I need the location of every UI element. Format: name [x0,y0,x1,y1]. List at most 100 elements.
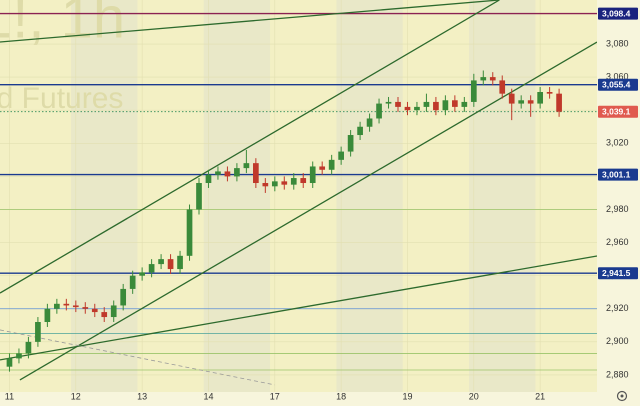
candle-body [508,93,515,104]
price-tag [598,267,638,280]
candle-body [319,166,326,170]
candle-body [442,100,449,111]
candle-body [395,101,401,107]
y-tick-label: 2,920 [606,303,629,313]
candle-body [489,77,496,81]
x-tick-label: 21 [535,391,545,401]
candle-body [35,322,41,342]
candle-body [328,159,335,170]
candle-body [518,100,525,104]
candle-body [224,171,231,177]
y-tick-label: 2,980 [606,204,629,214]
candle-body [262,183,269,187]
candle-body [243,163,250,169]
candle-body [110,305,117,318]
settings-icon[interactable] [616,390,628,402]
x-axis-panel [0,392,597,406]
candle-body [129,275,136,289]
candle-body [480,77,487,81]
price-tag [598,105,638,118]
candle-body [527,100,534,104]
x-tick-label: 19 [402,391,412,401]
candle-body [433,101,439,111]
price-tag-label: 3,098.4 [602,8,631,18]
candle-body [271,181,278,187]
candle-body [234,168,240,177]
candle-body [546,92,553,94]
candle-body [404,106,411,111]
candle-body [300,178,307,184]
candle-body [82,307,89,309]
candle-body [148,264,155,273]
candle-body [461,101,468,107]
candle-body [186,209,193,256]
price-tag [598,168,638,181]
x-tick-label: 13 [137,391,147,401]
x-tick-label: 12 [71,391,81,401]
candle-body [357,126,363,136]
candle-body [499,80,506,94]
candle-body [290,178,297,185]
candle-body [556,93,562,112]
candle-body [253,163,259,184]
candle-body [25,341,32,354]
candle-body [120,288,127,306]
candle-body [101,312,108,318]
candle-body [452,100,458,107]
candle-body [167,259,174,270]
candle-body [6,358,13,367]
x-tick-label: 17 [270,391,280,401]
trend-line [0,329,275,386]
y-tick-label: 3,020 [606,138,629,148]
y-tick-label: 3,080 [606,38,629,48]
price-tag-label: 3,001.1 [602,169,631,179]
watermark: 1!, 1h [0,0,125,50]
price-tag-label: 2,941.5 [602,268,631,278]
candle-body [196,183,202,210]
candle-body [366,118,373,127]
y-axis-panel [597,0,640,406]
candle-body [338,151,344,160]
y-tick-label: 2,900 [606,336,629,346]
candle-body [376,103,382,119]
y-tick-label: 3,060 [606,71,629,81]
candle-body [44,308,51,323]
watermark: ld Futures [0,82,123,115]
trend-line [0,0,500,294]
candle-body [309,166,316,184]
candle-body [177,255,183,270]
price-tag-label: 3,039.1 [602,106,631,116]
day-band [469,0,536,392]
price-tag [598,7,638,20]
price-tag [598,78,638,91]
candle-body [205,174,212,184]
candle-body [54,303,60,309]
candle-body [385,101,392,104]
candle-body [215,171,221,175]
candle-body [16,353,22,359]
y-tick-label: 2,960 [606,237,629,247]
candle-body [139,272,145,276]
trend-line [0,255,598,361]
candle-body [281,181,288,185]
x-tick-label: 14 [203,391,213,401]
day-band [203,0,271,392]
candle-body [423,101,430,107]
candle-body [470,80,477,102]
candle-body [537,92,543,104]
day-bands [71,0,536,392]
candle-body [91,308,98,313]
x-tick-label: 18 [336,391,346,401]
day-band [336,0,403,392]
day-band [71,0,138,392]
x-tick-label: 20 [469,391,479,401]
candle-body [63,303,70,306]
candle-body [347,135,354,152]
x-tick-label: 11 [5,391,14,401]
trend-line [0,0,500,43]
price-tag-label: 3,055.4 [602,79,631,89]
trend-line [19,41,598,381]
y-tick-label: 2,880 [606,369,629,379]
candle-body [72,305,79,308]
